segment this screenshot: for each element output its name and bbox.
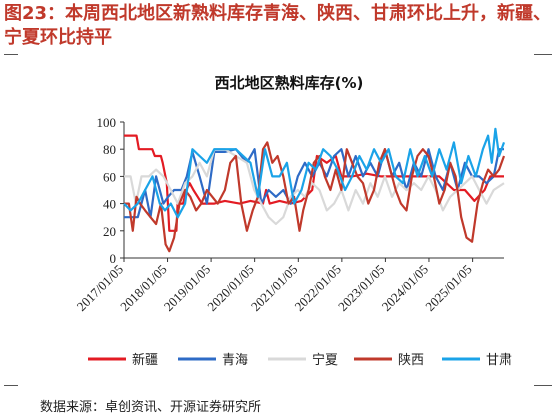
legend-label: 陕西 [398,353,424,368]
bottom-rule-right [534,385,552,386]
top-rule-right [534,54,552,55]
bottom-rule-left [4,385,18,386]
y-tick-label: 60 [103,169,116,184]
legend-label: 新疆 [132,352,158,368]
figure-title: 图23：本周西北地区新熟料库存青海、陕西、甘肃环比上升，新疆、宁夏环比持平 [4,3,552,48]
legend: 新疆 青海 宁夏 陕西 甘肃 [88,352,512,368]
x-tick-label: 2022/01/05 [291,262,343,314]
top-rule-left [4,54,18,55]
x-tick-label: 2021/01/05 [248,262,300,314]
series-line-陕西 [124,141,506,253]
chart-title: 西北地区熟料库存(%) [215,74,364,92]
series-lines [123,127,506,253]
inventory-line-chart: 西北地区熟料库存(%) 0 20 40 60 80 100 2017/01/052018/0… [74,74,512,368]
data-source: 数据来源：卓创资讯、开源证券研究所 [40,400,262,415]
y-tick-label: 80 [103,142,116,157]
x-tick-label: 2017/01/05 [74,262,126,314]
legend-label: 甘肃 [486,353,512,368]
y-tick-label: 40 [103,197,116,212]
x-tick-label: 2025/01/05 [422,262,474,314]
legend-label: 宁夏 [312,352,338,368]
series-line-甘肃 [123,127,506,219]
x-tick-label: 2020/01/05 [204,262,256,314]
x-tick-label: 2018/01/05 [117,262,169,314]
y-tick-label: 20 [103,224,116,239]
x-tick-label: 2024/01/05 [379,262,431,314]
y-tick-label: 100 [97,115,117,130]
y-tick-label: 0 [110,251,117,266]
x-tick-label: 2023/01/05 [335,262,387,314]
legend-label: 青海 [222,353,248,368]
x-tick-label: 2019/01/05 [161,262,213,314]
